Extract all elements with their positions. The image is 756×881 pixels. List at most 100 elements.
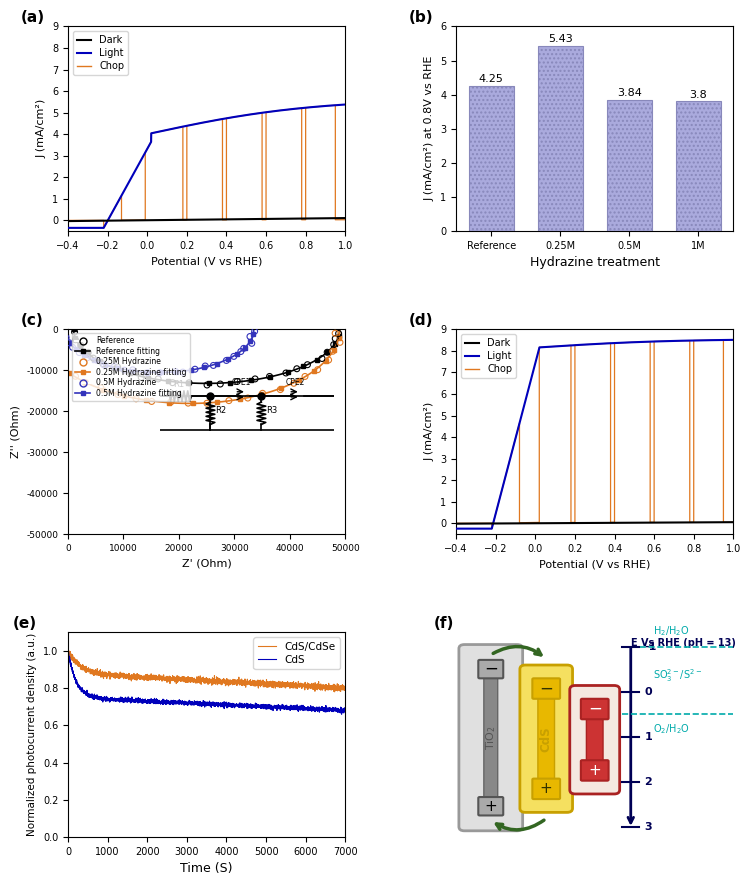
Point — [299, 369, 311, 383]
FancyBboxPatch shape — [570, 685, 620, 794]
Y-axis label: Z'' (Ohm): Z'' (Ohm) — [11, 405, 20, 458]
Point — [108, 359, 120, 374]
FancyBboxPatch shape — [587, 707, 603, 773]
CdS/CdSe — [330, 686, 339, 697]
Text: −: − — [539, 679, 553, 698]
X-axis label: Time (S): Time (S) — [181, 862, 233, 875]
Point — [127, 363, 139, 377]
Text: TiO$_2$: TiO$_2$ — [484, 725, 497, 750]
CdS — [341, 707, 350, 717]
CdS/CdSe — [64, 643, 73, 654]
Text: 2: 2 — [645, 777, 652, 787]
Text: (c): (c) — [21, 314, 44, 329]
Text: 5.43: 5.43 — [548, 34, 572, 44]
Point — [182, 396, 194, 411]
Text: E Vs RHE (pH = 13): E Vs RHE (pH = 13) — [631, 639, 736, 648]
Line: CdS: CdS — [68, 650, 345, 714]
CdS/CdSe — [336, 680, 345, 691]
Point — [40, 344, 52, 359]
Point — [123, 366, 135, 380]
Point — [228, 350, 240, 364]
CdS — [64, 647, 73, 657]
CdS — [336, 707, 345, 717]
Point — [316, 352, 328, 366]
Point — [146, 395, 158, 409]
Point — [82, 345, 94, 359]
Point — [311, 363, 324, 377]
Point — [183, 375, 195, 389]
Y-axis label: J (mA/cm²): J (mA/cm²) — [425, 402, 435, 462]
CdS — [305, 704, 314, 714]
Point — [291, 362, 303, 376]
Point — [329, 331, 341, 345]
FancyBboxPatch shape — [581, 699, 609, 719]
Point — [235, 344, 247, 359]
Bar — [538, 46, 583, 231]
CdS — [95, 692, 104, 703]
Text: (a): (a) — [21, 11, 45, 26]
Point — [153, 366, 166, 380]
Bar — [676, 101, 720, 231]
Point — [264, 369, 276, 383]
Point — [70, 333, 82, 347]
FancyBboxPatch shape — [538, 685, 555, 793]
Text: 1: 1 — [645, 731, 652, 742]
Point — [73, 345, 85, 359]
Text: CdS: CdS — [540, 726, 553, 751]
Point — [177, 365, 189, 379]
CdS/CdSe — [181, 672, 191, 683]
Point — [97, 357, 109, 371]
Text: O$_2$/H$_2$O: O$_2$/H$_2$O — [653, 722, 689, 737]
Point — [189, 362, 201, 376]
Point — [75, 338, 87, 352]
Point — [70, 369, 82, 383]
Point — [329, 326, 341, 340]
Point — [69, 325, 81, 339]
Point — [94, 381, 107, 395]
Text: −: − — [587, 700, 602, 718]
Point — [166, 375, 178, 389]
Text: CdSe: CdSe — [588, 723, 601, 757]
Point — [98, 358, 110, 372]
X-axis label: Hydrazine treatment: Hydrazine treatment — [530, 256, 660, 270]
Point — [321, 345, 333, 359]
X-axis label: Potential (V vs RHE): Potential (V vs RHE) — [539, 559, 650, 569]
Point — [280, 366, 292, 380]
Point — [288, 376, 300, 390]
FancyBboxPatch shape — [520, 665, 572, 812]
Point — [274, 382, 287, 396]
Point — [220, 353, 232, 367]
Text: (e): (e) — [13, 616, 37, 631]
Point — [249, 372, 261, 386]
Y-axis label: Normalized photocurrent density (a.u.): Normalized photocurrent density (a.u.) — [27, 633, 37, 836]
Point — [201, 396, 213, 411]
FancyBboxPatch shape — [532, 678, 560, 699]
Point — [223, 394, 235, 408]
Text: 4.25: 4.25 — [479, 74, 503, 85]
Point — [112, 360, 124, 374]
Point — [165, 395, 177, 409]
Legend: Dark, Light, Chop: Dark, Light, Chop — [73, 32, 129, 75]
Point — [246, 337, 258, 351]
Legend: Dark, Light, Chop: Dark, Light, Chop — [461, 334, 516, 378]
Point — [112, 388, 124, 402]
Point — [81, 351, 93, 365]
X-axis label: Z' (Ohm): Z' (Ohm) — [181, 559, 231, 568]
Point — [35, 325, 47, 339]
Point — [57, 322, 69, 337]
Text: 0: 0 — [645, 686, 652, 697]
Point — [214, 377, 226, 391]
Point — [244, 329, 256, 344]
Text: (f): (f) — [434, 616, 454, 631]
Point — [67, 340, 79, 354]
Point — [36, 336, 48, 350]
Point — [49, 353, 61, 367]
FancyBboxPatch shape — [532, 779, 560, 799]
Bar — [607, 100, 652, 231]
Legend: Reference, Reference fitting, 0.25M Hydrazine, 0.25M Hydrazine fitting, 0.5M Hyd: Reference, Reference fitting, 0.25M Hydr… — [72, 333, 190, 401]
Point — [152, 372, 164, 386]
Point — [302, 358, 314, 372]
CdS — [337, 709, 346, 720]
Text: 3: 3 — [645, 822, 652, 832]
FancyBboxPatch shape — [581, 760, 609, 781]
